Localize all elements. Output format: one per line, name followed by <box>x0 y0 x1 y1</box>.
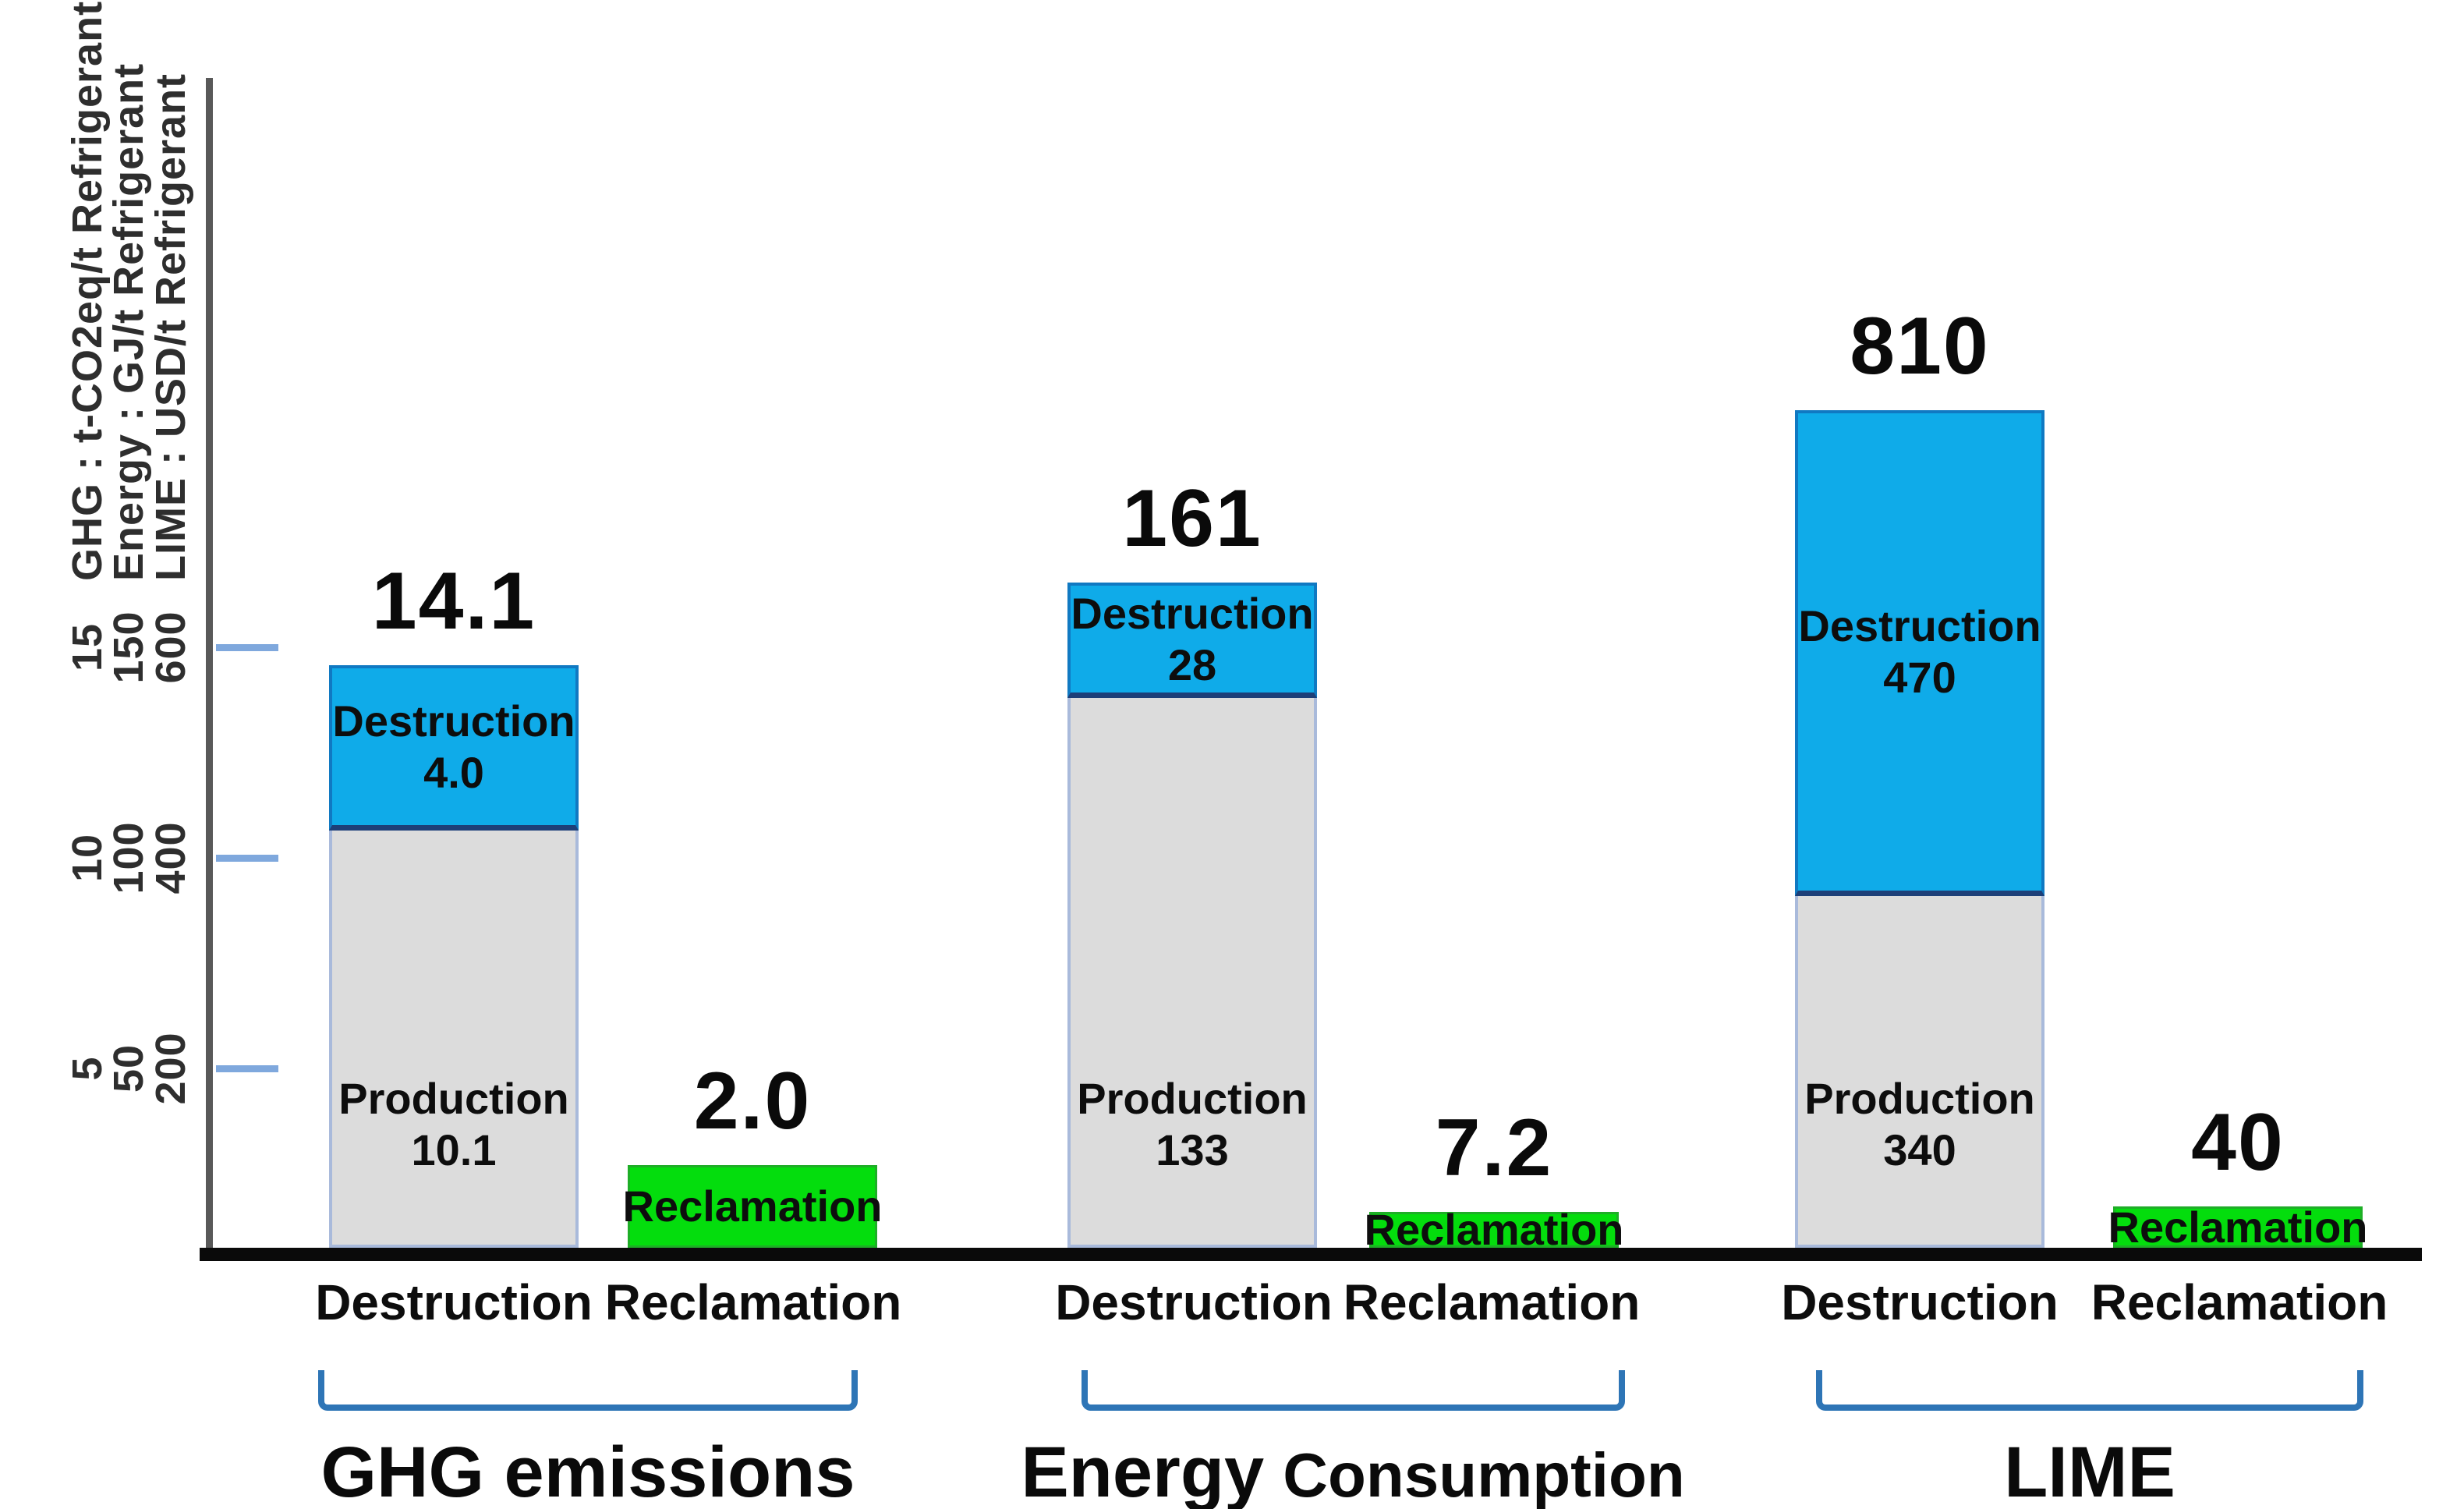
y-axis-unit-label-energy: Energy : GJ/t Refrigerant <box>105 62 152 581</box>
segment-production: Production 340 <box>1795 896 2044 1248</box>
bar-lime-reclamation: 40 Reclamation <box>2108 1097 2368 1252</box>
y-axis-line <box>206 78 213 1257</box>
bar-total-value: 7.2 <box>1435 1103 1553 1193</box>
y-tick-label: 600 <box>147 611 194 684</box>
segment-value: 28 <box>1167 639 1217 689</box>
x-label-reclamation: Reclamation <box>604 1274 902 1330</box>
x-label-reclamation: Reclamation <box>1343 1274 1641 1330</box>
group-label-text-secondary: Consumption <box>1283 1440 1685 1509</box>
segment-production: Production 10.1 <box>329 831 579 1248</box>
segment-value: 133 <box>1156 1125 1229 1174</box>
segment-label: Production <box>1077 1074 1308 1123</box>
segment-production: Production 133 <box>1067 698 1317 1248</box>
y-tick-label: 400 <box>147 821 194 894</box>
segment-value: 10.1 <box>411 1125 497 1174</box>
bar-energy-reclamation: 7.2 Reclamation <box>1365 1103 1624 1254</box>
segment-value: 470 <box>1883 653 1956 702</box>
x-label-destruction: Destruction <box>1055 1274 1333 1330</box>
segment-label: Destruction <box>332 696 575 746</box>
segment-reclamation: Reclamation <box>2108 1203 2368 1252</box>
x-label-destruction: Destruction <box>1781 1274 2059 1330</box>
y-tick-label: 200 <box>147 1032 194 1105</box>
x-label-reclamation: Reclamation <box>2091 1274 2388 1330</box>
segment-value: 4.0 <box>423 747 484 797</box>
segment-destruction: Destruction 470 <box>1795 410 2044 896</box>
bar-total-value: 2.0 <box>693 1056 812 1146</box>
bar-total-value: 14.1 <box>371 556 536 646</box>
bar-ghg-destruction: 14.1 Destruction 4.0 Production 10.1 <box>329 556 579 1248</box>
bar-total-value: 810 <box>1850 301 1990 391</box>
x-axis-baseline <box>200 1248 2422 1261</box>
y-tick-label: 150 <box>105 611 152 684</box>
segment-label: Destruction <box>1798 601 2041 650</box>
bar-total-value: 161 <box>1122 473 1262 564</box>
group-label-energy: Energy Consumption <box>1002 1432 1704 1509</box>
segment-reclamation: Reclamation <box>1365 1205 1624 1254</box>
y-tick-label: 100 <box>105 821 152 894</box>
segment-destruction: Destruction 4.0 <box>329 665 579 831</box>
segment-label: Reclamation <box>622 1181 883 1231</box>
segment-label: Production <box>338 1074 569 1123</box>
segment-destruction: Destruction 28 <box>1067 583 1317 698</box>
y-axis-tick <box>216 644 278 651</box>
group-label-text: LIME <box>2004 1433 2175 1509</box>
segment-label: Reclamation <box>1364 1205 1624 1254</box>
segment-label: Production <box>1804 1074 2035 1123</box>
y-axis-tick <box>216 1065 278 1072</box>
x-label-destruction: Destruction <box>315 1274 593 1330</box>
y-tick-label: 50 <box>105 1043 152 1093</box>
bar-energy-destruction: 161 Destruction 28 Production 133 <box>1067 473 1317 1248</box>
group-label-lime: LIME <box>1739 1432 2441 1509</box>
group-bracket-lime <box>1816 1370 2363 1411</box>
segment-value: 340 <box>1883 1125 1956 1174</box>
bar-lime-destruction: 810 Destruction 470 Production 340 <box>1795 301 2044 1248</box>
y-axis-unit-label-lime: LIME : USD/t Refrigerant <box>147 73 194 581</box>
group-label-text: Energy <box>1021 1433 1265 1509</box>
group-bracket-ghg <box>318 1370 858 1411</box>
y-axis-tick <box>216 855 278 862</box>
y-axis-unit-label-ghg: GHG : t-CO2eq/t Refrigerant <box>64 0 111 581</box>
group-label-ghg: GHG emissions <box>237 1432 939 1509</box>
bar-ghg-reclamation: 2.0 Reclamation <box>623 1056 883 1248</box>
group-bracket-energy <box>1082 1370 1625 1411</box>
segment-reclamation: Reclamation <box>623 1165 883 1248</box>
bar-total-value: 40 <box>2191 1097 2285 1188</box>
segment-label: Reclamation <box>2108 1202 2368 1252</box>
segment-label: Destruction <box>1071 588 1314 638</box>
group-label-text: GHG emissions <box>320 1433 855 1509</box>
